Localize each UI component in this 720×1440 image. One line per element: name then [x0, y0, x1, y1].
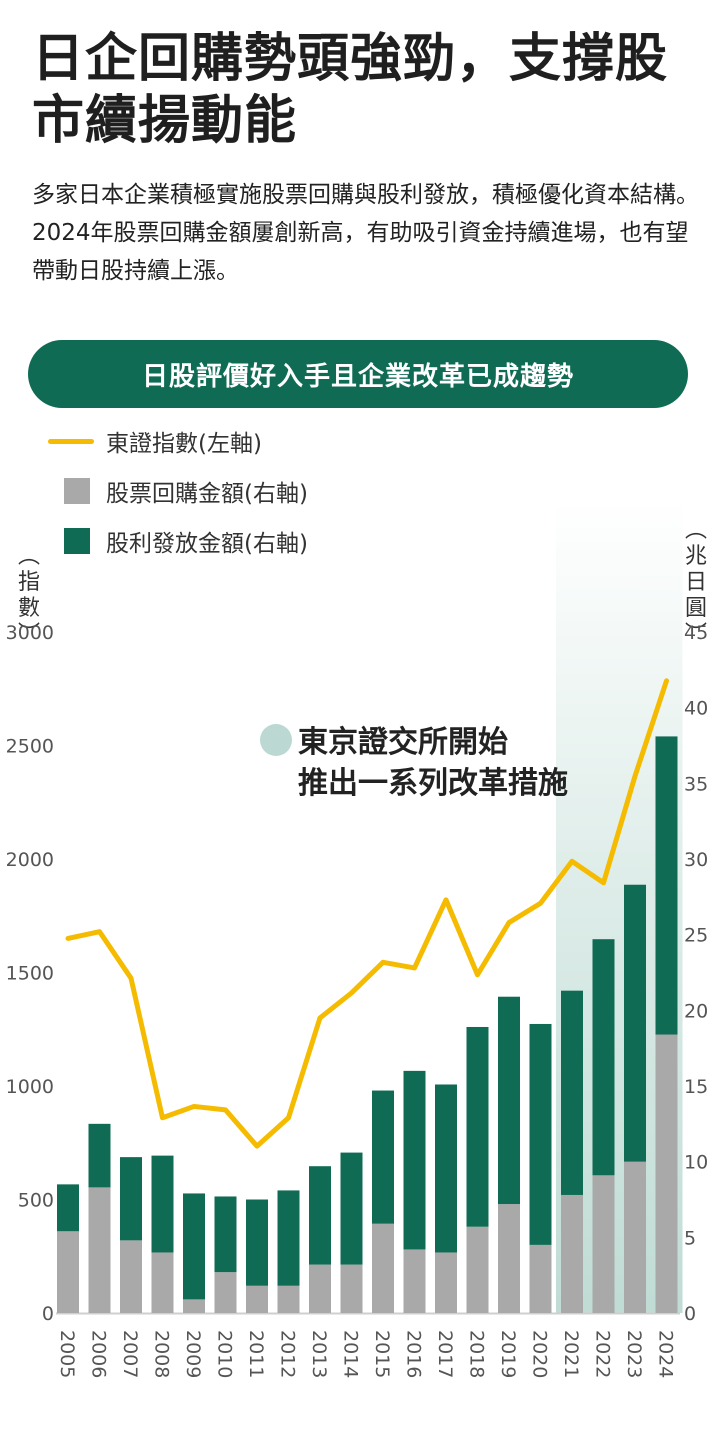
x-tick-label: 2011 — [245, 1330, 267, 1378]
left-tick-label: 500 — [18, 1190, 54, 1212]
right-tick-label: 25 — [684, 925, 708, 947]
left-tick-label: 3000 — [6, 622, 54, 644]
page-title: 日企回購勢頭強勁，支撐股市續揚動能 — [32, 29, 669, 151]
legend-item-buyback: 股票回購金額(右軸) — [48, 474, 308, 508]
bar-dividend-2008 — [151, 1155, 174, 1253]
bar-buyback-2007 — [120, 1240, 142, 1313]
x-tick-label: 2008 — [151, 1330, 173, 1378]
right-tick-label: 35 — [684, 773, 708, 795]
x-tick-label: 2019 — [497, 1330, 519, 1378]
bar-buyback-2015 — [372, 1223, 394, 1313]
bar-dividend-2024 — [655, 736, 678, 1035]
bar-dividend-2014 — [340, 1152, 363, 1265]
page-subtitle: 多家日本企業積極實施股票回購與股利發放，積極優化資本結構。2024年股票回購金額… — [32, 182, 699, 284]
x-tick-label: 2017 — [434, 1330, 456, 1378]
x-tick-label: 2010 — [214, 1330, 236, 1378]
bar-dividend-2005 — [57, 1184, 79, 1232]
bar-buyback-2020 — [529, 1244, 552, 1313]
bar-buyback-2017 — [435, 1252, 457, 1313]
legend-label-index: 東證指數(左軸) — [106, 431, 262, 457]
bar-dividend-2010 — [214, 1196, 237, 1273]
bar-buyback-2013 — [309, 1264, 331, 1313]
bar-buyback-2014 — [340, 1264, 363, 1313]
bar-buyback-2010 — [214, 1272, 237, 1313]
bar-buyback-2012 — [277, 1285, 300, 1313]
bar-buyback-2006 — [88, 1187, 111, 1313]
x-tick-label: 2020 — [529, 1330, 551, 1378]
right-tick-label: 45 — [684, 622, 708, 644]
annotation-line-2: 推出一系列改革措施 — [298, 766, 568, 801]
x-tick-label: 2009 — [182, 1330, 204, 1378]
x-tick-label: 2018 — [466, 1330, 488, 1378]
bar-dividend-2009 — [183, 1193, 205, 1300]
right-tick-label: 20 — [684, 1000, 708, 1022]
left-tick-label: 1500 — [6, 963, 54, 985]
x-tick-label: 2013 — [308, 1330, 330, 1378]
x-tick-label: 2016 — [403, 1330, 425, 1378]
right-tick-label: 30 — [684, 849, 708, 871]
bar-dividend-2017 — [435, 1084, 457, 1253]
bar-buyback-2018 — [466, 1226, 489, 1313]
x-tick-label: 2024 — [655, 1330, 677, 1378]
left-tick-label: 1000 — [6, 1076, 54, 1098]
bar-dividend-2013 — [309, 1166, 331, 1265]
x-tick-label: 2012 — [277, 1330, 299, 1378]
legend-item-index: 東證指數(左軸) — [48, 424, 262, 458]
legend-swatch-dividend — [64, 528, 90, 554]
bar-dividend-2018 — [466, 1026, 489, 1227]
right-tick-label: 5 — [684, 1227, 696, 1249]
legend-label-dividend: 股利發放金額(右軸) — [106, 531, 308, 557]
legend-item-dividend: 股利發放金額(右軸) — [48, 524, 308, 558]
bar-buyback-2019 — [498, 1204, 520, 1313]
bar-dividend-2022 — [592, 939, 615, 1176]
index-line — [65, 678, 669, 1149]
bar-dividend-2021 — [561, 990, 583, 1195]
bar-dividend-2012 — [277, 1190, 300, 1286]
x-tick-label: 2021 — [560, 1330, 582, 1378]
bar-buyback-2005 — [57, 1231, 79, 1313]
x-tick-label: 2023 — [623, 1330, 645, 1378]
bar-dividend-2006 — [88, 1123, 111, 1188]
right-axis-label: 兆日圓 — [684, 544, 707, 621]
annotation-line-1: 東京證交所開始 — [298, 725, 508, 760]
bar-dividend-2019 — [498, 996, 520, 1205]
left-axis-title: ︵ 指數 ︶ — [17, 544, 40, 647]
bar-dividend-2007 — [120, 1157, 142, 1241]
bar-dividend-2016 — [403, 1070, 426, 1250]
right-tick-label: 0 — [684, 1303, 696, 1325]
bar-dividend-2011 — [246, 1199, 268, 1286]
bar-dividend-2023 — [624, 884, 646, 1162]
annotation-marker — [260, 724, 292, 756]
x-tick-label: 2005 — [56, 1330, 78, 1378]
bar-buyback-2009 — [183, 1299, 205, 1313]
banner-text: 日股評價好入手且企業改革已成趨勢 — [141, 361, 574, 392]
left-tick-label: 0 — [42, 1303, 54, 1325]
bar-buyback-2023 — [624, 1161, 646, 1313]
right-tick-label: 15 — [684, 1076, 708, 1098]
bar-dividend-2020 — [529, 1023, 552, 1245]
x-tick-label: 2006 — [88, 1330, 110, 1378]
bar-buyback-2022 — [592, 1175, 615, 1313]
legend-line-swatch — [48, 438, 94, 444]
left-tick-label: 2000 — [6, 849, 54, 871]
bar-dividend-2015 — [372, 1090, 394, 1224]
right-tick-label: 10 — [684, 1152, 708, 1174]
bar-buyback-2008 — [151, 1252, 174, 1313]
legend-label-buyback: 股票回購金額(右軸) — [106, 481, 308, 507]
bar-buyback-2011 — [246, 1285, 268, 1313]
x-tick-label: 2022 — [592, 1330, 614, 1378]
bar-buyback-2021 — [561, 1194, 583, 1313]
right-axis-title: ︵ 兆日圓 ︶ — [684, 518, 707, 647]
left-tick-label: 2500 — [6, 736, 54, 758]
right-tick-label: 40 — [684, 698, 708, 720]
x-tick-label: 2007 — [119, 1330, 141, 1378]
bar-buyback-2016 — [403, 1249, 426, 1313]
x-tick-label: 2014 — [340, 1330, 362, 1378]
x-tick-label: 2015 — [371, 1330, 393, 1378]
legend-swatch-buyback — [64, 478, 90, 504]
left-axis-label: 指數 — [17, 570, 40, 621]
chart-banner: 日股評價好入手且企業改革已成趨勢 — [28, 340, 688, 408]
bar-buyback-2024 — [655, 1034, 678, 1313]
